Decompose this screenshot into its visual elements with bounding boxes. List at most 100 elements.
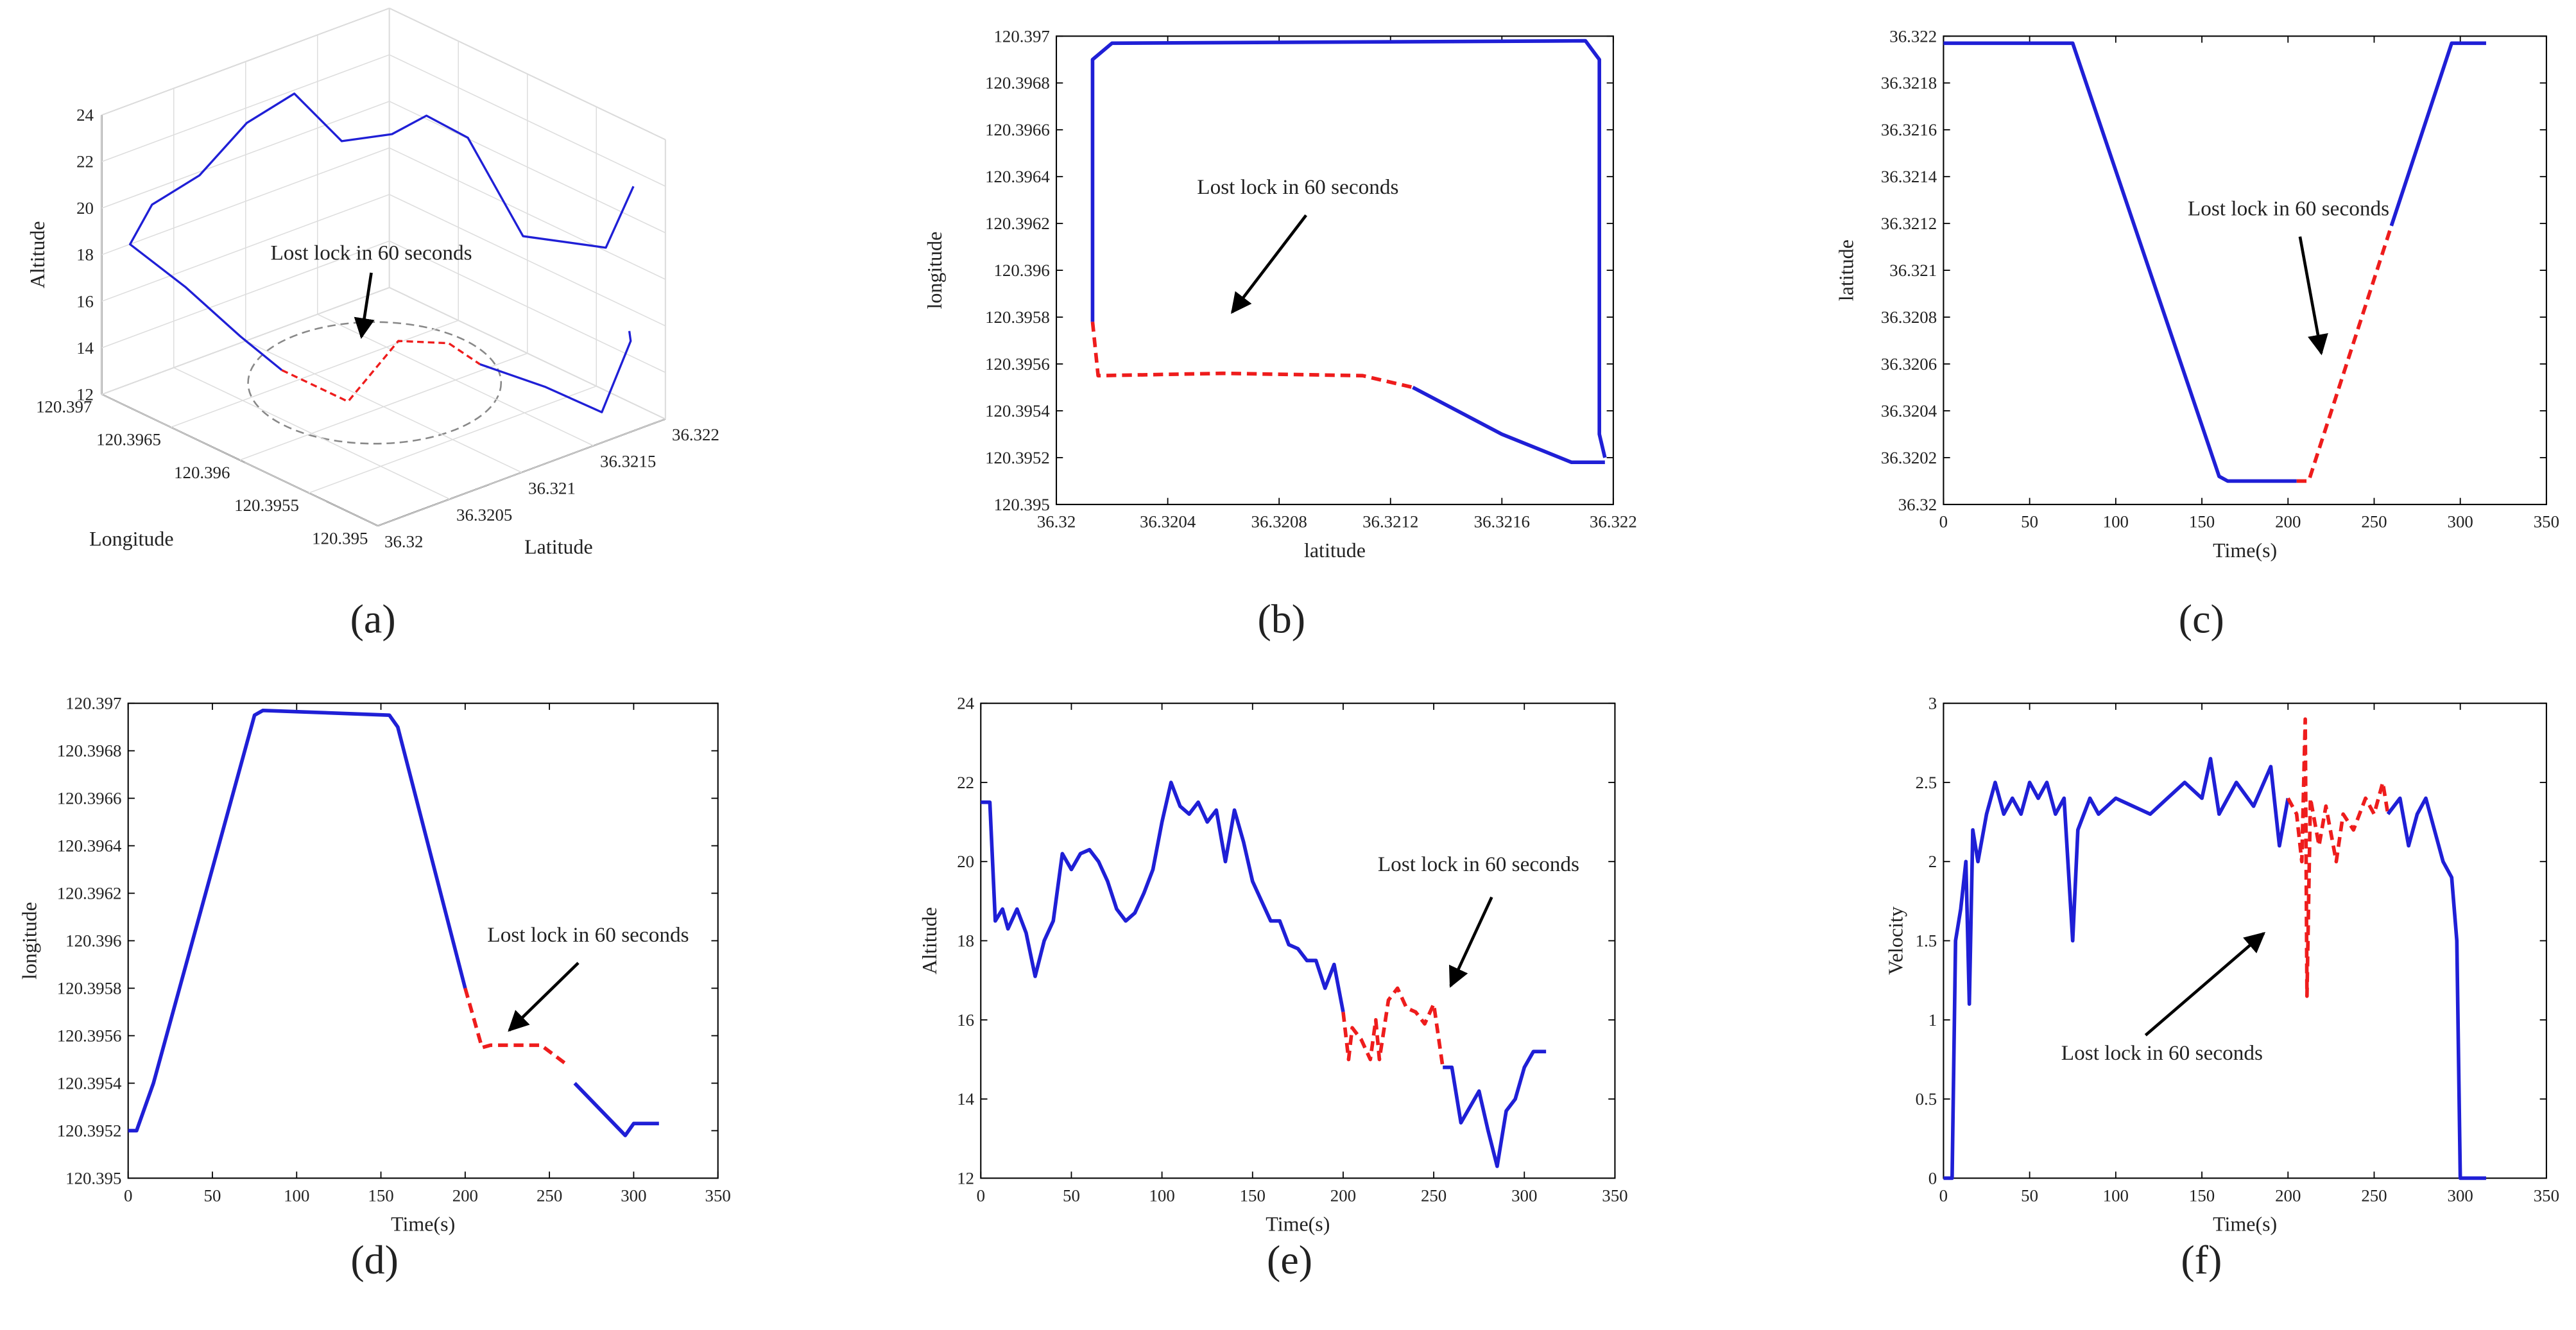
y-tick-label: 120.3968 xyxy=(57,741,122,761)
y-axis-label: longitude xyxy=(17,902,40,980)
y-tick-label: 36.3218 xyxy=(1881,73,1937,92)
z-tick-label: 18 xyxy=(76,245,94,264)
grid-line xyxy=(245,340,522,473)
x-tick-label: 350 xyxy=(705,1186,731,1205)
data-line xyxy=(2296,225,2393,483)
x-tick-label: 36.322 xyxy=(672,425,719,444)
y-axis-label: latitude xyxy=(1835,239,1858,301)
panel-label: (c) xyxy=(2179,596,2224,642)
data-line xyxy=(1443,1049,1547,1168)
x-tick-label: 36.3215 xyxy=(600,452,656,471)
y-tick-label: 36.3212 xyxy=(1881,214,1937,233)
data-line xyxy=(1412,386,1605,465)
data-line xyxy=(1090,322,1414,390)
y-tick-label: 120.3966 xyxy=(57,789,122,808)
grid-line xyxy=(389,287,666,420)
x-tick-label: 36.321 xyxy=(528,478,576,497)
y-tick-label: 20 xyxy=(957,852,974,871)
panel-label: (d) xyxy=(350,1237,399,1282)
y-axis-label: Longitude xyxy=(89,527,173,550)
x-axis-label: latitude xyxy=(1304,539,1366,562)
lost-lock-ellipse xyxy=(247,321,502,445)
annotation: Lost lock in 60 seconds xyxy=(270,241,472,264)
x-tick-label: 0 xyxy=(1939,1186,1948,1205)
y-tick-label: 36.321 xyxy=(1889,261,1937,280)
y-tick-label: 22 xyxy=(957,773,974,792)
annotation: Lost lock in 60 seconds xyxy=(487,923,689,947)
y-tick-label: 120.3956 xyxy=(57,1026,122,1045)
y-tick-label: 12 xyxy=(957,1168,974,1188)
annotation-arrow xyxy=(508,962,580,1032)
y-tick-label: 36.3208 xyxy=(1881,307,1937,327)
y-tick-label: 120.3956 xyxy=(985,354,1050,374)
y-tick-label: 36.32 xyxy=(1898,495,1937,514)
x-tick-label: 100 xyxy=(2103,1186,2129,1205)
x-tick-label: 0 xyxy=(1939,512,1948,531)
y-tick-label: 0 xyxy=(1928,1168,1937,1188)
x-tick-label: 350 xyxy=(2534,1186,2559,1205)
y-tick-label: 120.3962 xyxy=(57,884,122,903)
annotation-arrow xyxy=(354,272,375,339)
annotation: Lost lock in 60 seconds xyxy=(2061,1041,2263,1065)
x-axis-label: Latitude xyxy=(524,535,593,558)
x-tick-label: 36.322 xyxy=(1590,512,1637,531)
z-tick-label: 12 xyxy=(76,384,94,404)
y-tick-label: 120.395 xyxy=(994,495,1050,514)
x-tick-label: 200 xyxy=(2275,1186,2301,1205)
x-axis-label: Time(s) xyxy=(1266,1212,1330,1235)
annotation-arrow xyxy=(1231,214,1307,314)
y-tick-label: 120.3958 xyxy=(57,978,122,998)
y-tick-label: 120.396 xyxy=(65,931,121,951)
x-tick-label: 350 xyxy=(1602,1186,1627,1205)
annotation: Lost lock in 60 seconds xyxy=(2188,196,2389,220)
y-tick-label: 120.397 xyxy=(65,694,121,713)
x-tick-label: 100 xyxy=(1149,1186,1174,1205)
x-tick-label: 50 xyxy=(204,1186,221,1205)
x-tick-label: 200 xyxy=(1330,1186,1356,1205)
axes-box xyxy=(1056,35,1614,505)
y-tick-label: 24 xyxy=(957,694,974,713)
y-tick-label: 36.3214 xyxy=(1881,167,1937,186)
y-tick-label: 120.3958 xyxy=(985,307,1050,327)
grid-line xyxy=(101,393,379,526)
z-tick-label: 22 xyxy=(76,152,94,171)
x-tick-label: 36.32 xyxy=(384,531,423,551)
y-axis-label: Altitude xyxy=(918,907,941,974)
x-axis-label: Time(s) xyxy=(2213,1212,2277,1235)
y-tick-label: 36.3202 xyxy=(1881,448,1937,467)
y-tick-label: 2 xyxy=(1928,852,1937,871)
data-line xyxy=(128,708,467,1133)
y-tick-label: 120.397 xyxy=(36,397,92,417)
y-tick-label: 14 xyxy=(957,1089,974,1109)
data-line xyxy=(2386,796,2486,1180)
data-line xyxy=(281,340,481,403)
x-axis-label: Time(s) xyxy=(391,1212,455,1235)
z-axis-label: Altitude xyxy=(26,221,49,288)
y-tick-label: 120.3966 xyxy=(985,120,1050,139)
grid-line xyxy=(377,419,666,526)
z-tick-label: 16 xyxy=(76,291,94,311)
data-line xyxy=(1090,39,1607,458)
y-tick-label: 120.3964 xyxy=(57,836,122,856)
annotation-arrow xyxy=(2298,236,2328,356)
x-tick-label: 36.3204 xyxy=(1140,512,1196,531)
data-line xyxy=(1341,986,1445,1068)
annotation-arrow xyxy=(1448,896,1493,988)
annotation: Lost lock in 60 seconds xyxy=(1378,852,1579,876)
x-tick-label: 200 xyxy=(452,1186,478,1205)
y-tick-label: 1 xyxy=(1928,1010,1937,1030)
x-tick-label: 150 xyxy=(2189,512,2215,531)
y-tick-label: 120.3954 xyxy=(57,1073,122,1092)
y-tick-label: 0.5 xyxy=(1916,1089,1937,1109)
y-tick-label: 120.3965 xyxy=(96,430,161,449)
y-tick-label: 18 xyxy=(957,931,974,951)
y-tick-label: 120.396 xyxy=(994,261,1050,280)
data-line xyxy=(1943,41,2297,483)
x-tick-label: 150 xyxy=(368,1186,393,1205)
x-tick-label: 250 xyxy=(537,1186,562,1205)
x-axis-label: Time(s) xyxy=(2213,539,2277,562)
data-line xyxy=(573,1082,659,1137)
x-tick-label: 300 xyxy=(621,1186,646,1205)
x-tick-label: 300 xyxy=(1511,1186,1537,1205)
